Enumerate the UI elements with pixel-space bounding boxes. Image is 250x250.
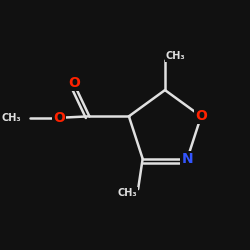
Text: O: O	[53, 111, 65, 125]
Text: CH₃: CH₃	[118, 188, 137, 198]
Text: CH₃: CH₃	[2, 113, 21, 123]
Text: CH₃: CH₃	[166, 51, 186, 61]
Text: O: O	[68, 76, 80, 90]
Text: O: O	[195, 109, 207, 123]
Text: N: N	[182, 152, 193, 166]
